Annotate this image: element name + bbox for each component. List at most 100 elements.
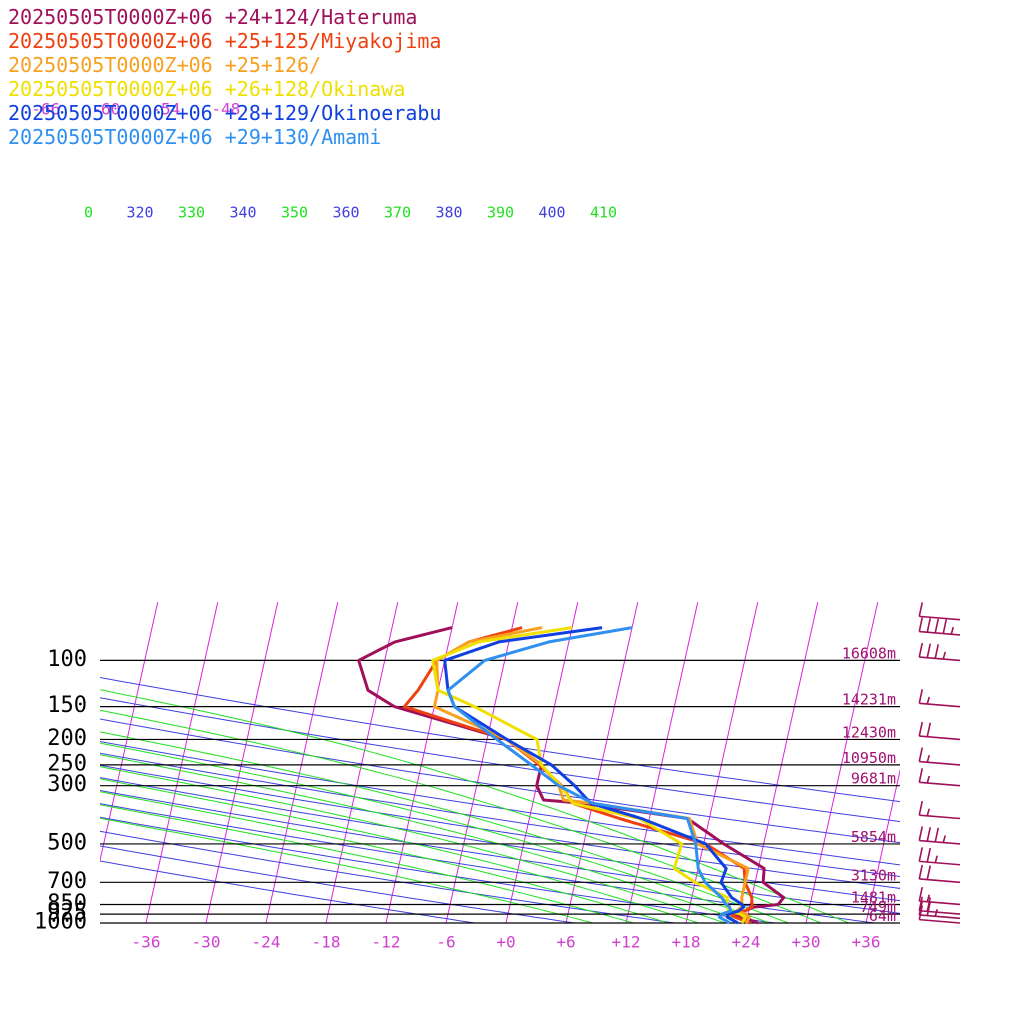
wind-barb xyxy=(918,864,961,884)
theta-label: 390 xyxy=(487,204,514,222)
theta-label: 380 xyxy=(435,204,462,222)
wind-barb-staff xyxy=(919,735,961,741)
wind-barb xyxy=(918,900,961,920)
wind-barb-feather xyxy=(926,643,932,658)
wind-barb xyxy=(918,689,961,708)
moist-adiabat-line xyxy=(100,689,851,923)
wind-barb-feather xyxy=(918,721,924,737)
theta-label: 0 xyxy=(84,204,93,222)
dry-adiabat-line xyxy=(100,676,900,803)
moist-adiabat-line xyxy=(100,754,751,923)
theta-label: 370 xyxy=(384,204,411,222)
wind-barb-feather xyxy=(934,618,940,634)
wind-barb xyxy=(918,747,961,766)
legend-entry: 20250505T0000Z+06 +28+129/Okinoerabu xyxy=(8,101,441,125)
moist-adiabat-line xyxy=(100,742,772,923)
isotherm-line xyxy=(100,602,159,863)
height-label: 3130m xyxy=(851,866,896,884)
wind-barb xyxy=(918,905,961,924)
moist-adiabat-line xyxy=(100,766,727,923)
grid-layer xyxy=(0,602,1024,923)
pressure-label: 250 xyxy=(47,751,87,776)
wind-barb-feather xyxy=(918,768,924,783)
isotherm-line xyxy=(986,602,1024,923)
wind-barb-feather xyxy=(918,886,924,902)
isotherm-label: -66 xyxy=(31,100,60,119)
height-label: 16608m xyxy=(842,644,896,662)
isotherm-line xyxy=(565,602,639,923)
legend-entry: 20250505T0000Z+06 +26+128/Okinawa xyxy=(8,77,405,101)
wind-barb-feather xyxy=(918,900,924,916)
wind-barb-half-feather xyxy=(926,696,931,705)
temperature-tick-label: +24 xyxy=(732,933,761,952)
theta-label: 360 xyxy=(332,204,359,222)
legend-entry: 20250505T0000Z+06 +25+126/ xyxy=(8,53,321,77)
height-label: 14231m xyxy=(842,691,896,709)
height-label: 64m xyxy=(869,907,896,925)
dry-adiabat-line xyxy=(100,789,900,914)
isotherm-line xyxy=(205,602,279,923)
wind-barb-half-feather xyxy=(942,651,947,660)
wind-barb-feather xyxy=(918,642,924,658)
wind-barb xyxy=(918,768,961,787)
dry-adiabat-line xyxy=(100,752,900,877)
wind-barb-feather xyxy=(918,905,924,920)
wind-barb-feather xyxy=(918,602,924,617)
height-label: 5854m xyxy=(851,828,896,846)
temperature-tick-label: +30 xyxy=(792,933,821,952)
temperature-tick-label: -36 xyxy=(132,933,161,952)
theta-label: 410 xyxy=(590,204,617,222)
isotherm-line xyxy=(145,602,219,923)
legend: 20250505T0000Z+06 +24+124/Hateruma 202505… xyxy=(8,5,441,149)
wind-barb-feather xyxy=(918,800,924,816)
sounding-line xyxy=(443,626,746,925)
height-label: 1481m xyxy=(851,888,896,906)
wind-barb-staff xyxy=(919,630,961,636)
dry-adiabat-line xyxy=(100,830,679,923)
dry-adiabat-line xyxy=(100,860,478,923)
isotherm-label: -54 xyxy=(151,100,180,119)
wind-barb-feather xyxy=(926,897,932,912)
temperature-tick-label: -30 xyxy=(192,933,221,952)
legend-entry: 20250505T0000Z+06 +24+124/Hateruma xyxy=(8,5,417,29)
isotherm-line xyxy=(0,602,38,923)
wind-barb-feather xyxy=(918,826,924,841)
dry-adiabat-line xyxy=(100,816,779,923)
pressure-label: 100 xyxy=(47,647,87,672)
wind-barb-half-feather xyxy=(942,835,947,843)
wind-barb-feather xyxy=(918,847,924,862)
sounding-line xyxy=(431,626,747,924)
pressure-label: 850 xyxy=(47,891,87,916)
wind-barb-staff xyxy=(919,909,961,915)
wind-barb-half-feather xyxy=(926,775,931,784)
wind-barb-half-feather xyxy=(934,909,939,917)
temperature-tick-label: +0 xyxy=(496,933,515,952)
wind-barb xyxy=(918,617,961,636)
wind-barb-feather xyxy=(918,617,924,632)
legend-entry: 20250505T0000Z+06 +29+130/Amami xyxy=(8,125,381,149)
wind-barb-staff xyxy=(919,918,961,924)
wind-barb-staff xyxy=(919,878,961,884)
sounding-line xyxy=(446,626,733,925)
temperature-tick-label: +36 xyxy=(852,933,881,952)
wind-barb-feather xyxy=(918,689,924,704)
wind-barb-staff xyxy=(919,839,961,845)
wind-barb-staff xyxy=(919,914,961,920)
sounding-line xyxy=(402,626,754,925)
temperature-tick-label: -6 xyxy=(436,933,455,952)
wind-barb-feather xyxy=(918,864,924,880)
dry-adiabat-line xyxy=(100,777,900,902)
wind-barb-staff xyxy=(919,900,961,906)
height-label: 9681m xyxy=(851,770,896,788)
wind-barb xyxy=(918,886,961,906)
pressure-label: 1000 xyxy=(34,910,87,935)
wind-barb-feather xyxy=(942,619,948,634)
wind-barb-feather xyxy=(926,618,932,633)
wind-barb xyxy=(918,896,961,915)
wind-barb-feather xyxy=(926,847,932,863)
isotherm-line xyxy=(805,602,879,923)
wind-barb-half-feather xyxy=(950,626,955,635)
dry-adiabat-line xyxy=(100,741,900,866)
isotherm-line xyxy=(865,768,900,923)
